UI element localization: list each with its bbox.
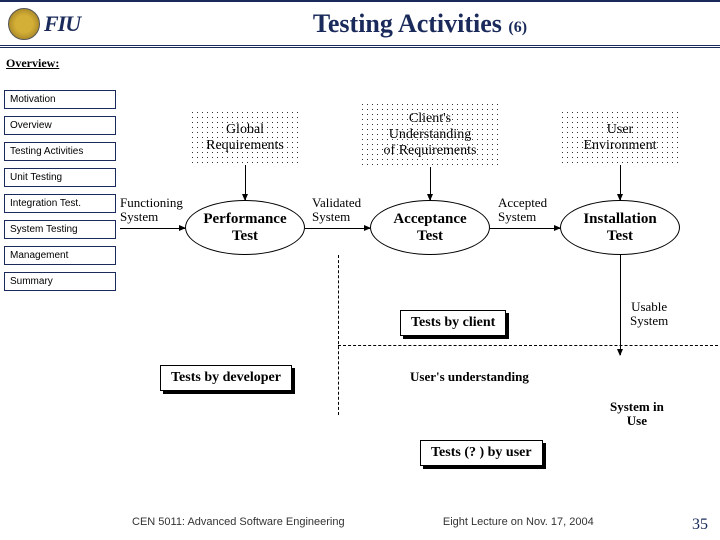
footer-right: Eight Lecture on Nov. 17, 2004 <box>443 516 594 534</box>
arrow-env-to-install <box>620 165 621 200</box>
arrow-perf-to-accept <box>305 228 370 229</box>
sidebar-item-testing-activities[interactable]: Testing Activities <box>4 142 116 161</box>
sidebar-item-unit-testing[interactable]: Unit Testing <box>4 168 116 187</box>
logo-area: FIU <box>8 8 128 40</box>
title-text: Testing Activities <box>313 9 502 38</box>
fiu-seal-icon <box>8 8 40 40</box>
arrow-in-to-perf <box>120 228 185 229</box>
box-global-requirements: Global Requirements <box>190 110 300 165</box>
box-user-environment: User Environment <box>560 110 680 165</box>
label-usable-system: Usable System <box>630 300 668 329</box>
box-tests-by-client: Tests by client <box>400 310 506 336</box>
dash-vertical-1 <box>338 255 339 415</box>
sidebar: Motivation Overview Testing Activities U… <box>4 90 116 291</box>
box-client-understanding: Client's Understanding of Requirements <box>360 102 500 167</box>
label-validated-system: Validated System <box>312 196 361 225</box>
arrow-global-to-perf <box>245 165 246 200</box>
label-accepted-system: Accepted System <box>498 196 547 225</box>
sidebar-item-summary[interactable]: Summary <box>4 272 116 291</box>
arrow-install-down <box>620 255 621 355</box>
ellipse-installation-test: Installation Test <box>560 200 680 255</box>
title-bar: FIU Testing Activities (6) <box>0 0 720 48</box>
footer-left: CEN 5011: Advanced Software Engineering <box>132 516 345 534</box>
label-system-in-use: System in Use <box>610 400 664 429</box>
footer: CEN 5011: Advanced Software Engineering … <box>0 516 720 534</box>
arrow-accept-to-install <box>490 228 560 229</box>
logo-text: FIU <box>44 11 80 37</box>
dash-horizontal-1 <box>338 345 718 346</box>
label-user-understanding: User's understanding <box>410 370 529 384</box>
sidebar-item-overview[interactable]: Overview <box>4 116 116 135</box>
page-title: Testing Activities (6) <box>128 9 712 39</box>
ellipse-performance-test: Performance Test <box>185 200 305 255</box>
sidebar-item-management[interactable]: Management <box>4 246 116 265</box>
sidebar-item-system-testing[interactable]: System Testing <box>4 220 116 239</box>
sidebar-item-motivation[interactable]: Motivation <box>4 90 116 109</box>
page-number: 35 <box>692 516 708 534</box>
label-functioning-system: Functioning System <box>120 196 183 225</box>
ellipse-acceptance-test: Acceptance Test <box>370 200 490 255</box>
box-tests-by-developer: Tests by developer <box>160 365 292 391</box>
arrow-client-to-accept <box>430 167 431 200</box>
sidebar-item-integration[interactable]: Integration Test. <box>4 194 116 213</box>
box-tests-by-user: Tests (? ) by user <box>420 440 543 466</box>
diagram-area: Global Requirements Client's Understandi… <box>120 70 720 510</box>
title-suffix: (6) <box>508 19 527 36</box>
